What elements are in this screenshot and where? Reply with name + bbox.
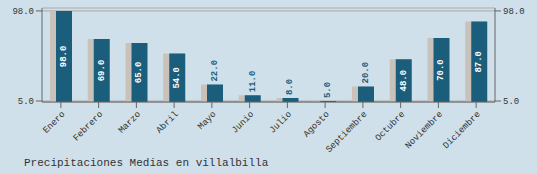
svg-text:Diciembre: Diciembre: [441, 110, 482, 151]
svg-text:8.0: 8.0: [286, 79, 296, 95]
svg-text:Marzo: Marzo: [117, 110, 143, 136]
svg-text:5.0: 5.0: [503, 97, 519, 107]
svg-text:Junio: Junio: [230, 110, 256, 136]
svg-text:48.0: 48.0: [399, 70, 409, 92]
svg-text:Agosto: Agosto: [302, 110, 332, 140]
svg-text:Mayo: Mayo: [196, 110, 218, 132]
svg-text:87.0: 87.0: [474, 51, 484, 73]
svg-text:98.0: 98.0: [59, 46, 69, 68]
svg-text:Enero: Enero: [41, 110, 67, 136]
svg-text:69.0: 69.0: [97, 60, 107, 82]
svg-text:5.0: 5.0: [18, 97, 34, 107]
svg-text:Julio: Julio: [268, 110, 294, 136]
svg-text:98.0: 98.0: [12, 7, 34, 17]
svg-text:Octubre: Octubre: [373, 110, 407, 144]
svg-text:Abril: Abril: [155, 110, 181, 136]
html-text:Precipitaciones Medias en vill: Precipitaciones Medias en villalbilla: [24, 157, 269, 169]
svg-text:98.0: 98.0: [503, 7, 525, 17]
svg-text:Noviembre: Noviembre: [404, 110, 445, 151]
svg-text:20.0: 20.0: [361, 62, 371, 84]
svg-text:Febrero: Febrero: [71, 110, 105, 144]
svg-text:54.0: 54.0: [172, 67, 182, 89]
svg-text:5.0: 5.0: [323, 82, 333, 98]
svg-text:Septiembre: Septiembre: [324, 110, 369, 154]
svg-text:70.0: 70.0: [437, 59, 447, 81]
svg-text:11.0: 11.0: [248, 71, 258, 93]
svg-text:65.0: 65.0: [135, 62, 145, 84]
svg-text:22.0: 22.0: [210, 60, 220, 82]
